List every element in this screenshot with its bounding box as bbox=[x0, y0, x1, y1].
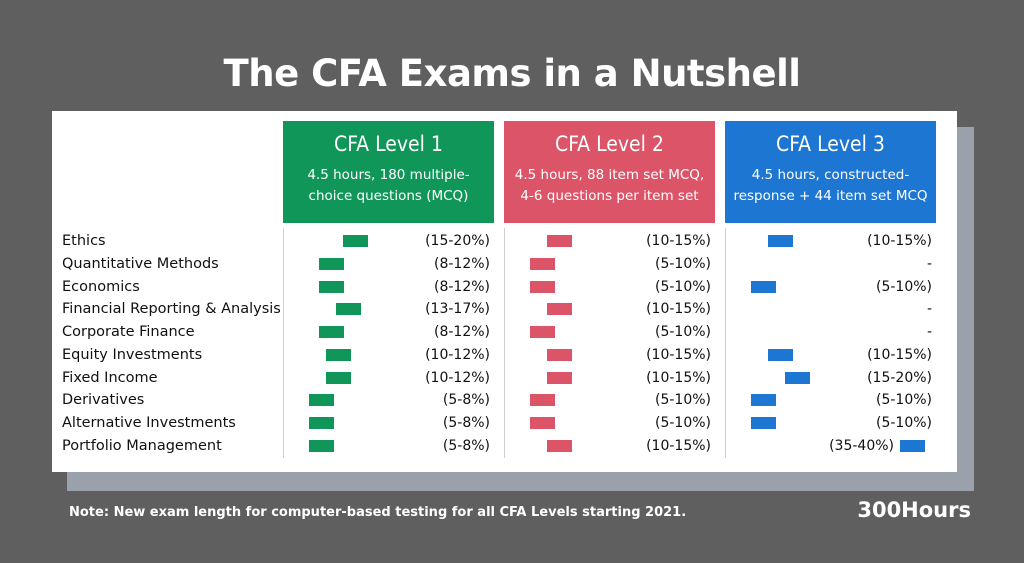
topic-label: Ethics bbox=[62, 233, 106, 249]
percent-label: (15-20%) bbox=[867, 369, 932, 386]
weight-bar bbox=[784, 371, 810, 384]
weight-bar bbox=[767, 235, 793, 247]
weight-bar bbox=[751, 280, 776, 293]
weight-bar bbox=[309, 394, 334, 407]
percent-label: (5-8%) bbox=[442, 415, 490, 431]
percent-label: (35-40%) bbox=[829, 437, 894, 454]
percent-label: (10-15%) bbox=[646, 346, 711, 363]
level-name: CFA Level 3 bbox=[776, 132, 885, 156]
weight-bar bbox=[309, 417, 334, 429]
topic-label: Derivatives bbox=[62, 392, 145, 409]
weight-bar bbox=[751, 417, 776, 429]
brand-logo: 300Hours bbox=[857, 498, 971, 522]
weight-bar bbox=[751, 394, 776, 407]
level-header-3: CFA Level 3 4.5 hours, constructed-respon… bbox=[725, 121, 936, 223]
weight-bar bbox=[325, 371, 351, 384]
column-divider bbox=[283, 228, 284, 458]
level-description: 4.5 hours, 88 item set MCQ, 4-6 questions… bbox=[504, 165, 715, 207]
topic-label: Economics bbox=[62, 278, 140, 295]
percent-label: (8-12%) bbox=[434, 324, 490, 340]
percent-label: (10-15%) bbox=[646, 369, 711, 386]
level-header-1: CFA Level 1 4.5 hours, 180 multiple-choic… bbox=[283, 121, 494, 223]
weight-bar bbox=[342, 235, 368, 247]
column-divider bbox=[725, 228, 726, 458]
page-title: The CFA Exams in a Nutshell bbox=[223, 52, 801, 95]
level-description-line: 4.5 hours, 180 multiple- bbox=[307, 167, 470, 183]
level-description: 4.5 hours, 180 multiple-choice questions… bbox=[283, 165, 494, 207]
topic-label: Corporate Finance bbox=[62, 324, 195, 340]
weight-bar bbox=[335, 303, 361, 316]
weight-bar bbox=[325, 348, 351, 361]
percent-label: (10-15%) bbox=[646, 301, 711, 318]
percent-label: (10-15%) bbox=[867, 346, 932, 363]
level-name: CFA Level 1 bbox=[334, 132, 443, 156]
percent-label: (5-8%) bbox=[442, 437, 490, 454]
percent-label: (8-12%) bbox=[434, 278, 490, 295]
level-description: 4.5 hours, constructed-response + 44 ite… bbox=[725, 165, 936, 207]
weight-bar bbox=[546, 348, 572, 361]
weight-bar bbox=[530, 280, 555, 293]
percent-label: (10-15%) bbox=[646, 233, 711, 249]
percent-label: (8-12%) bbox=[434, 255, 490, 272]
weight-bar bbox=[530, 257, 555, 270]
level-header-2: CFA Level 2 4.5 hours, 88 item set MCQ, 4-… bbox=[504, 121, 715, 223]
level-description-line: response + 44 item set MCQ bbox=[733, 188, 928, 204]
percent-label: (10-12%) bbox=[425, 346, 490, 363]
topic-label: Financial Reporting & Analysis bbox=[62, 301, 281, 318]
percent-label: (10-15%) bbox=[646, 437, 711, 454]
topic-label: Equity Investments bbox=[62, 346, 203, 363]
weight-bar bbox=[319, 326, 345, 338]
weight-bar bbox=[319, 280, 345, 293]
weight-bar bbox=[546, 303, 572, 316]
percent-label: (13-17%) bbox=[425, 301, 490, 318]
level-description-line: 4.5 hours, constructed- bbox=[751, 167, 910, 183]
topic-label: Quantitative Methods bbox=[62, 255, 219, 272]
topic-label: Portfolio Management bbox=[62, 437, 222, 454]
percent-label: - bbox=[926, 255, 932, 272]
level-description-line: 4-6 questions per item set bbox=[520, 188, 699, 204]
percent-label: (5-10%) bbox=[876, 392, 932, 409]
percent-label: (5-10%) bbox=[655, 415, 711, 431]
percent-label: (5-10%) bbox=[655, 392, 711, 409]
column-divider bbox=[504, 228, 505, 458]
percent-label: (5-10%) bbox=[655, 324, 711, 340]
weight-bar bbox=[319, 257, 345, 270]
topic-label: Fixed Income bbox=[62, 369, 158, 386]
percent-label: (5-10%) bbox=[876, 415, 932, 431]
percent-label: - bbox=[926, 301, 932, 318]
percent-label: (10-15%) bbox=[867, 233, 932, 249]
weight-bar bbox=[309, 439, 334, 452]
percent-label: (5-10%) bbox=[655, 278, 711, 295]
topic-label: Alternative Investments bbox=[62, 415, 236, 431]
footnote: Note: New exam length for computer-based… bbox=[69, 505, 687, 520]
weight-bar bbox=[767, 348, 793, 361]
weight-bar bbox=[530, 417, 555, 429]
weight-bar bbox=[546, 439, 572, 452]
percent-label: (15-20%) bbox=[425, 233, 490, 249]
percent-label: (10-12%) bbox=[425, 369, 490, 386]
level-description-line: 4.5 hours, 88 item set MCQ, bbox=[514, 167, 705, 183]
level-description-line: choice questions (MCQ) bbox=[308, 188, 469, 204]
percent-label: - bbox=[926, 324, 932, 340]
percent-label: (5-10%) bbox=[655, 255, 711, 272]
percent-label: (5-10%) bbox=[876, 278, 932, 295]
weight-bar bbox=[546, 235, 572, 247]
percent-label: (5-8%) bbox=[442, 392, 490, 409]
weight-bar bbox=[546, 371, 572, 384]
weight-bar bbox=[530, 326, 555, 338]
level-name: CFA Level 2 bbox=[555, 132, 664, 156]
weight-bar bbox=[530, 394, 555, 407]
weight-bar bbox=[900, 439, 925, 452]
